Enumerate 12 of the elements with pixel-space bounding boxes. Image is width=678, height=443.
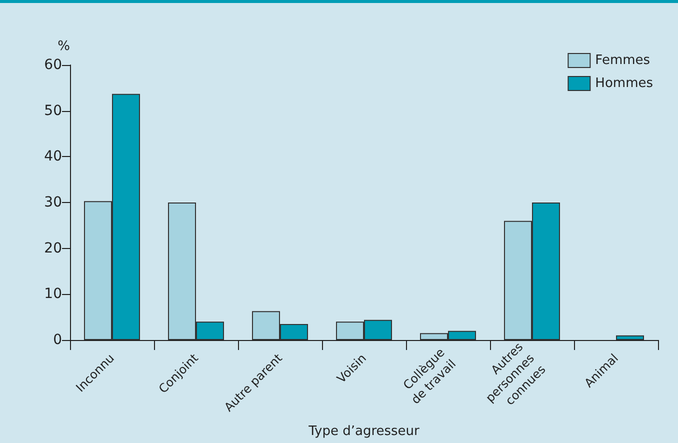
y-tick-label: 0 <box>53 332 62 348</box>
y-axis-title: % <box>58 39 70 54</box>
y-tick-label: 40 <box>44 148 62 165</box>
y-tick-label: 60 <box>44 57 62 73</box>
y-tick-label: 10 <box>44 286 62 302</box>
y-tick-label: 20 <box>44 240 62 256</box>
y-tick-label: 30 <box>44 194 62 210</box>
bar <box>616 335 644 340</box>
y-tick-label: 50 <box>44 102 62 119</box>
legend-label: Hommes <box>595 76 654 91</box>
x-axis-title: Type d’agresseur <box>308 424 420 439</box>
legend-label: Femmes <box>595 53 650 68</box>
